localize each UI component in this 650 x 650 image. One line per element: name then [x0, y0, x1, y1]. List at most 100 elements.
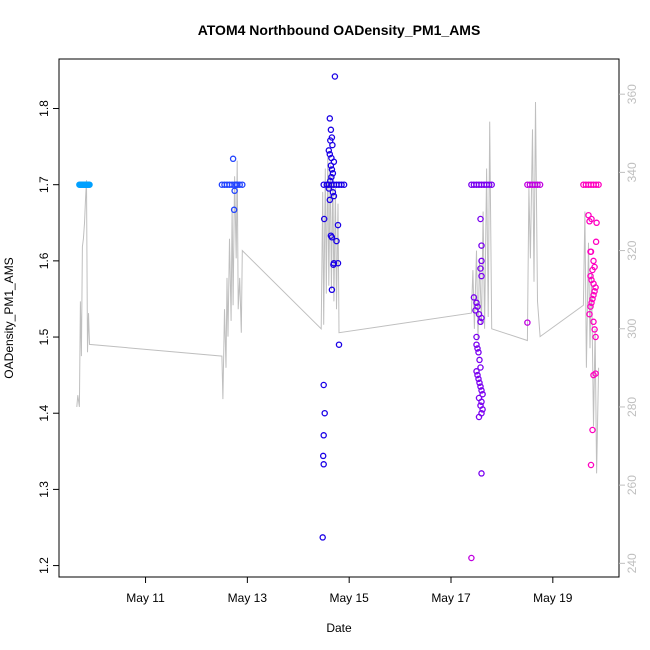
y2-tick-label: 360 [625, 84, 639, 104]
data-point [334, 221, 342, 229]
data-point [319, 534, 326, 541]
data-point [231, 187, 238, 195]
x-tick-label: May 13 [228, 591, 268, 605]
x-tick-label: May 11 [126, 591, 165, 605]
data-point [473, 341, 480, 348]
y2-tick-label: 320 [625, 240, 639, 260]
data-point [473, 299, 480, 307]
x-tick-label: May 15 [330, 591, 370, 605]
y-tick-label: 1.4 [37, 405, 51, 422]
data-point [328, 173, 335, 181]
y2-tick-label: 240 [625, 553, 639, 573]
y-axis-right: 240 260 280 300 320 340 360 [619, 84, 639, 573]
data-point [230, 206, 238, 214]
data-point [588, 299, 595, 307]
data-point [590, 371, 597, 379]
points-layer [76, 73, 602, 562]
data-point [524, 319, 531, 326]
data-point [329, 170, 337, 177]
data-point [478, 387, 485, 394]
data-point [592, 181, 600, 188]
data-point [325, 185, 333, 192]
x-tick-label: May 17 [431, 591, 471, 605]
data-point [319, 452, 327, 460]
data-point [329, 189, 337, 196]
y2-tick-label: 340 [625, 162, 639, 182]
data-point [587, 272, 594, 280]
data-point [321, 409, 328, 417]
data-point [478, 470, 485, 477]
x-axis-label: Date [326, 621, 352, 635]
data-point [479, 406, 486, 413]
data-point [479, 390, 486, 398]
data-point [328, 286, 336, 294]
y-tick-label: 1.3 [37, 481, 51, 498]
data-point [320, 461, 327, 468]
y-axis-left: 1.2 1.3 1.4 1.5 1.6 1.7 1.8 [37, 100, 59, 574]
data-point [326, 196, 334, 204]
data-point [86, 181, 93, 188]
data-point [478, 242, 485, 249]
data-point [326, 115, 334, 122]
data-point [320, 381, 327, 389]
data-point [534, 181, 541, 188]
data-point [320, 215, 328, 223]
data-point [229, 155, 237, 163]
data-point [477, 364, 484, 371]
data-point [340, 181, 348, 188]
data-point [468, 554, 475, 562]
data-point [478, 314, 485, 322]
data-point [477, 265, 484, 272]
secondary-line-layer [76, 101, 600, 474]
data-point [586, 310, 593, 318]
data-point [320, 432, 327, 439]
data-point [328, 234, 336, 241]
data-point [591, 288, 598, 295]
data-point [590, 318, 597, 326]
plot-frame [58, 58, 620, 578]
data-point [330, 261, 337, 268]
data-point [477, 318, 484, 326]
data-point [475, 375, 482, 383]
data-point [587, 303, 594, 310]
data-point [335, 341, 343, 348]
data-point [333, 237, 340, 245]
data-point [592, 238, 600, 246]
x-axis: May 11 May 13 May 15 May 17 May 19 [126, 577, 573, 605]
data-point [589, 426, 596, 434]
data-point [592, 333, 599, 341]
y2-tick-label: 280 [625, 397, 639, 417]
data-point [592, 284, 599, 291]
data-point [476, 356, 483, 364]
data-point [485, 181, 493, 188]
data-point [587, 461, 595, 469]
data-point [233, 181, 241, 188]
data-point [236, 181, 243, 188]
data-point [327, 177, 334, 185]
data-point [590, 291, 597, 299]
data-point [474, 371, 481, 379]
x-tick-label: May 19 [533, 591, 573, 605]
data-point [473, 333, 480, 341]
y2-tick-label: 260 [625, 475, 639, 495]
data-point [478, 272, 485, 280]
y2-tick-label: 300 [625, 318, 639, 338]
y-tick-label: 1.2 [37, 557, 51, 574]
data-point [325, 147, 333, 154]
data-point [473, 368, 480, 375]
data-point [327, 162, 335, 169]
data-point [488, 181, 495, 188]
y-tick-label: 1.8 [37, 100, 51, 117]
data-point [588, 215, 595, 223]
data-point [338, 181, 345, 188]
chart-title: ATOM4 Northbound OADensity_PM1_AMS [198, 22, 481, 38]
y-tick-label: 1.7 [37, 176, 51, 193]
data-point [587, 248, 594, 255]
data-point [472, 307, 479, 314]
data-point [478, 398, 485, 406]
data-point [589, 295, 596, 303]
data-point [327, 126, 335, 134]
data-point [593, 219, 600, 227]
